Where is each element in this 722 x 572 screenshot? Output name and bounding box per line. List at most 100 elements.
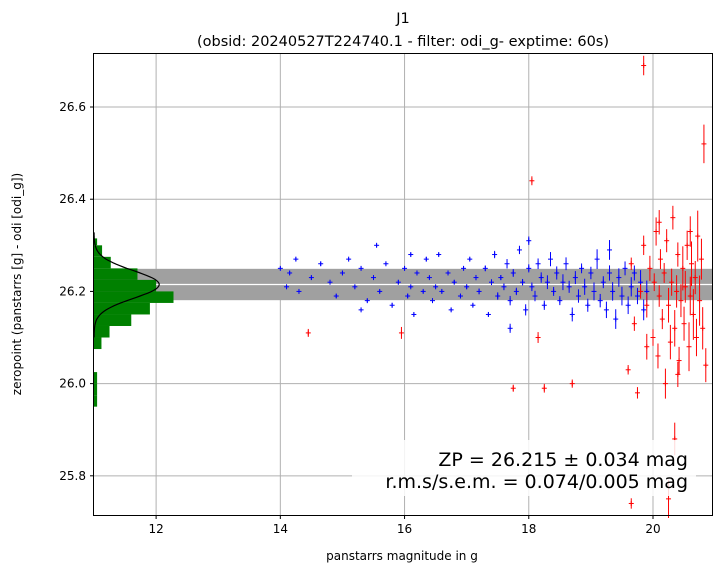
used-star-point xyxy=(563,257,569,271)
used-star-point xyxy=(423,256,429,262)
rejected-star-point xyxy=(666,287,672,323)
used-star-point xyxy=(296,288,302,294)
rejected-star-point xyxy=(681,306,687,341)
x-tick-label: 14 xyxy=(273,522,288,536)
used-star-point xyxy=(501,283,507,291)
rejected-star-point xyxy=(676,346,682,375)
used-star-point xyxy=(333,293,339,299)
x-tick-label: 16 xyxy=(397,522,412,536)
y-tick-label: 26.6 xyxy=(59,100,86,114)
used-star-point xyxy=(607,265,613,281)
histogram-bar xyxy=(94,372,98,384)
used-star-point xyxy=(628,277,634,297)
histogram-bar xyxy=(94,256,111,269)
histogram xyxy=(93,232,174,407)
used-star-point xyxy=(287,270,293,276)
rejected-star-point xyxy=(631,316,637,331)
chart-subtitle: (obsid: 20240527T224740.1 - filter: odi_… xyxy=(197,34,609,50)
used-star-point xyxy=(588,266,594,280)
rejected-star-point xyxy=(680,246,686,291)
used-star-point xyxy=(374,242,380,248)
used-star-point xyxy=(526,264,532,273)
used-star-point xyxy=(414,270,420,276)
rejected-star-point xyxy=(653,217,659,246)
rejected-star-point xyxy=(670,205,676,230)
used-star-point xyxy=(492,250,498,259)
used-star-point xyxy=(467,256,473,262)
used-star-point xyxy=(327,279,333,285)
rejected-star-point xyxy=(634,387,640,399)
used-star-point xyxy=(560,274,566,291)
rejected-star-point xyxy=(667,324,673,360)
used-star-point xyxy=(395,279,401,285)
used-star-point xyxy=(439,288,445,294)
used-star-point xyxy=(352,284,358,290)
histogram-bar xyxy=(94,279,157,292)
used-star-point xyxy=(364,298,370,304)
used-star-point xyxy=(318,261,324,267)
used-star-point xyxy=(436,252,442,258)
y-tick-label: 26.2 xyxy=(59,284,86,298)
histogram-bar xyxy=(94,291,174,303)
used-star-point xyxy=(346,256,352,262)
used-star-point xyxy=(529,282,535,292)
y-tick-label: 26.4 xyxy=(59,192,86,206)
rejected-star-point xyxy=(638,284,644,299)
axis-ticks: 12 14 16 18 20 25.8 26.0 26.2 26.4 26.6 xyxy=(59,100,660,536)
used-star-point xyxy=(535,258,541,270)
rejected-star-point xyxy=(700,307,706,350)
used-star-point xyxy=(625,296,631,315)
zp-annotation-line1: ZP = 26.215 ± 0.034 mag xyxy=(438,449,688,471)
used-star-point xyxy=(569,307,575,322)
used-star-point xyxy=(600,276,606,289)
used-star-point xyxy=(591,282,597,301)
used-star-point xyxy=(426,275,432,281)
used-star-point xyxy=(408,284,414,290)
rejected-star-point xyxy=(675,361,681,388)
x-axis-label: panstarrs magnitude in g xyxy=(326,549,478,563)
rejected-star-point xyxy=(650,329,656,346)
rejected-star-point xyxy=(695,210,701,262)
used-star-point xyxy=(513,287,519,296)
used-star-point xyxy=(597,293,603,308)
rejected-star-point xyxy=(641,55,647,76)
used-star-point xyxy=(411,311,417,317)
used-star-point xyxy=(408,252,414,258)
rejected-star-point xyxy=(689,241,695,287)
used-star-point xyxy=(457,293,463,299)
used-star-point xyxy=(616,268,622,287)
rejected-star-point xyxy=(535,332,541,343)
used-star-point xyxy=(641,299,647,321)
used-star-point xyxy=(461,265,467,271)
rejected-star-point xyxy=(656,285,662,307)
used-star-point xyxy=(603,301,609,319)
rejected-star-point xyxy=(678,284,684,318)
used-star-point xyxy=(619,286,625,306)
used-star-point xyxy=(504,259,510,269)
rejected-star-point xyxy=(657,249,663,270)
used-star-point xyxy=(473,274,479,281)
used-star-point xyxy=(579,263,585,274)
used-star-point xyxy=(451,279,457,285)
data-points xyxy=(277,55,709,519)
rejected-star-point xyxy=(625,365,631,375)
used-star-point xyxy=(523,304,529,316)
rejected-star-point xyxy=(529,176,535,186)
used-star-point xyxy=(495,292,501,300)
used-star-point xyxy=(277,265,283,271)
used-star-point xyxy=(538,272,544,283)
used-star-point xyxy=(510,269,516,277)
used-star-point xyxy=(482,265,488,272)
rejected-star-point xyxy=(690,289,696,340)
rejected-star-point xyxy=(659,309,665,330)
used-star-point xyxy=(420,288,426,294)
y-tick-label: 25.8 xyxy=(59,469,86,483)
rejected-star-point xyxy=(672,310,678,347)
rejected-star-point xyxy=(698,238,704,280)
used-star-point xyxy=(520,278,526,286)
used-star-point xyxy=(541,300,547,310)
used-star-point xyxy=(575,289,581,303)
used-star-point xyxy=(402,265,408,271)
used-star-point xyxy=(610,282,616,301)
used-star-point xyxy=(383,261,389,267)
